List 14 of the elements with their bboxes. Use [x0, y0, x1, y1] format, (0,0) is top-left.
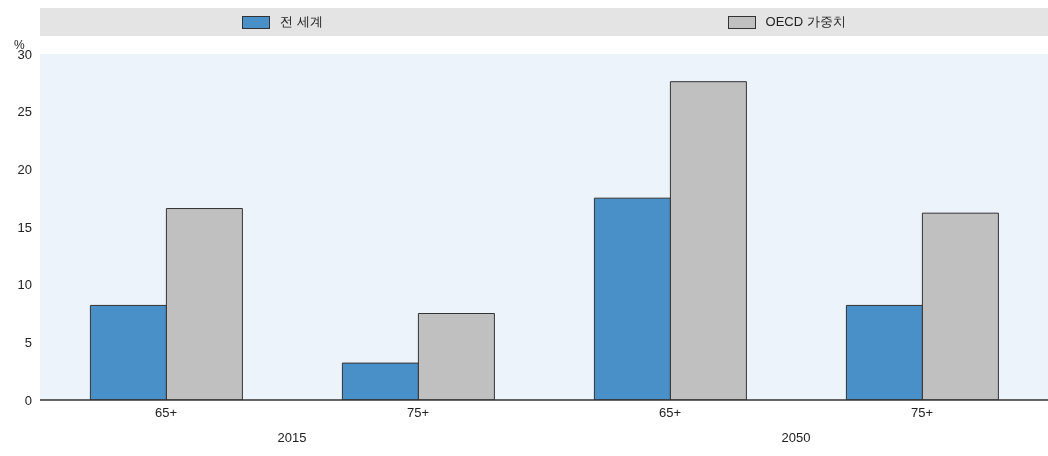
y-tick-label: 10	[17, 277, 32, 293]
text: 2015	[276, 430, 308, 445]
y-tick-label: 20	[17, 161, 32, 177]
y-tick-label: 25	[17, 104, 32, 120]
x-tick-label: 75+	[910, 405, 934, 421]
y-tick-label: 5	[24, 334, 32, 350]
text: 2050	[780, 430, 812, 445]
x-tick-label: 65+	[658, 405, 682, 421]
legend-label: 전 세계	[280, 13, 323, 31]
x-tick-label: 75+	[406, 405, 430, 421]
x-tick-label: 65+	[154, 405, 178, 421]
legend-label: OECD 가중치	[765, 13, 846, 31]
y-tick-label: 15	[17, 219, 32, 235]
y-tick-label: 0	[24, 392, 32, 408]
